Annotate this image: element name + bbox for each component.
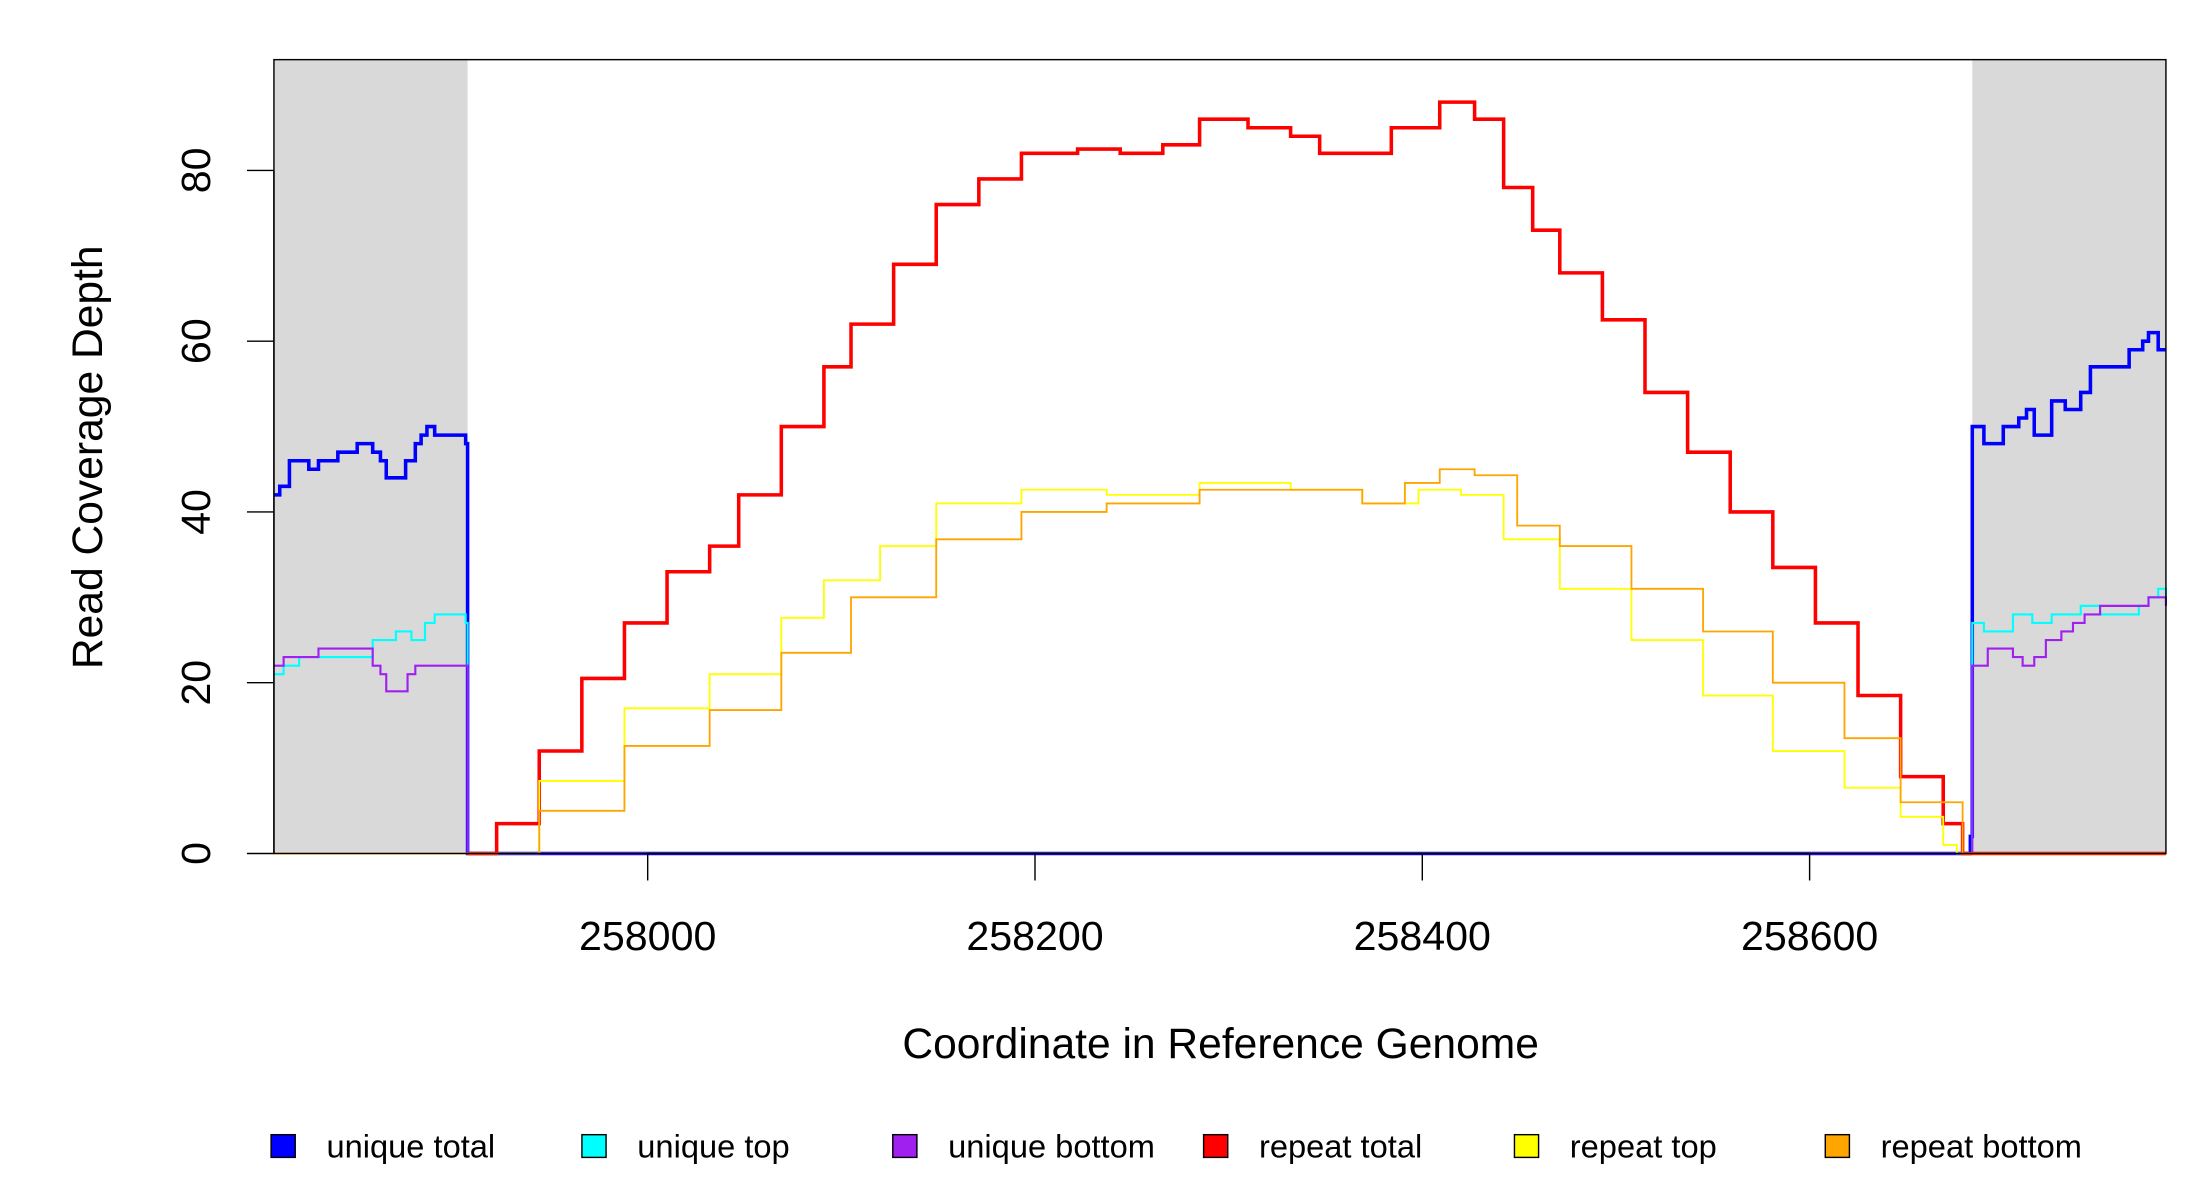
series-lines bbox=[273, 100, 2167, 856]
series-line-unique-bottom bbox=[273, 596, 2167, 855]
x-tick-label: 258600 bbox=[1741, 913, 1878, 959]
y-tick-label: 60 bbox=[173, 318, 219, 364]
plot-frame bbox=[273, 58, 2167, 855]
shaded-region-0 bbox=[273, 59, 468, 854]
x-tick-label: 258200 bbox=[966, 913, 1103, 959]
y-tick-label: 20 bbox=[173, 660, 219, 706]
legend-item: unique top bbox=[581, 1127, 790, 1164]
series-line-repeat-top bbox=[467, 481, 2166, 855]
x-tick-label: 258400 bbox=[1354, 913, 1491, 959]
shaded-region-1 bbox=[1972, 59, 2166, 854]
series-line-unique-top bbox=[273, 587, 2167, 855]
x-tick-label: 258000 bbox=[579, 913, 716, 959]
x-axis-label: Coordinate in Reference Genome bbox=[902, 1020, 1539, 1068]
y-tick-label: 0 bbox=[173, 842, 219, 865]
legend-label: repeat bottom bbox=[1881, 1127, 2082, 1164]
legend-swatch bbox=[892, 1133, 918, 1159]
series-line-repeat-bottom bbox=[273, 468, 2166, 855]
legend-label: repeat top bbox=[1570, 1127, 1717, 1164]
y-tick-label: 40 bbox=[173, 489, 219, 535]
y-tick-label: 80 bbox=[173, 148, 219, 194]
series-line-unique-total bbox=[273, 330, 2166, 856]
legend-label: unique top bbox=[637, 1127, 789, 1164]
shaded-regions bbox=[273, 59, 2166, 854]
legend: unique total unique top unique bottom repea… bbox=[270, 1127, 2082, 1164]
legend-label: unique bottom bbox=[948, 1127, 1155, 1164]
x-axis: 258000 258200 258400 258600 bbox=[579, 852, 1878, 959]
legend-swatch bbox=[1202, 1133, 1229, 1159]
legend-label: repeat total bbox=[1259, 1127, 1422, 1164]
legend-swatch bbox=[1824, 1133, 1851, 1159]
legend-item: repeat total bbox=[1202, 1127, 1422, 1164]
y-axis: 0 20 40 60 80 bbox=[173, 148, 275, 865]
legend-swatch bbox=[270, 1133, 296, 1159]
y-axis-label: Read Coverage Depth bbox=[64, 245, 112, 669]
legend-swatch bbox=[581, 1133, 607, 1159]
legend-item: unique bottom bbox=[892, 1127, 1155, 1164]
legend-swatch bbox=[1513, 1133, 1540, 1159]
legend-label: unique total bbox=[326, 1127, 495, 1164]
legend-item: unique total bbox=[270, 1127, 495, 1164]
series-line-repeat-total bbox=[467, 100, 2166, 856]
legend-item: repeat top bbox=[1513, 1127, 1717, 1164]
legend-item: repeat bottom bbox=[1824, 1127, 2082, 1164]
